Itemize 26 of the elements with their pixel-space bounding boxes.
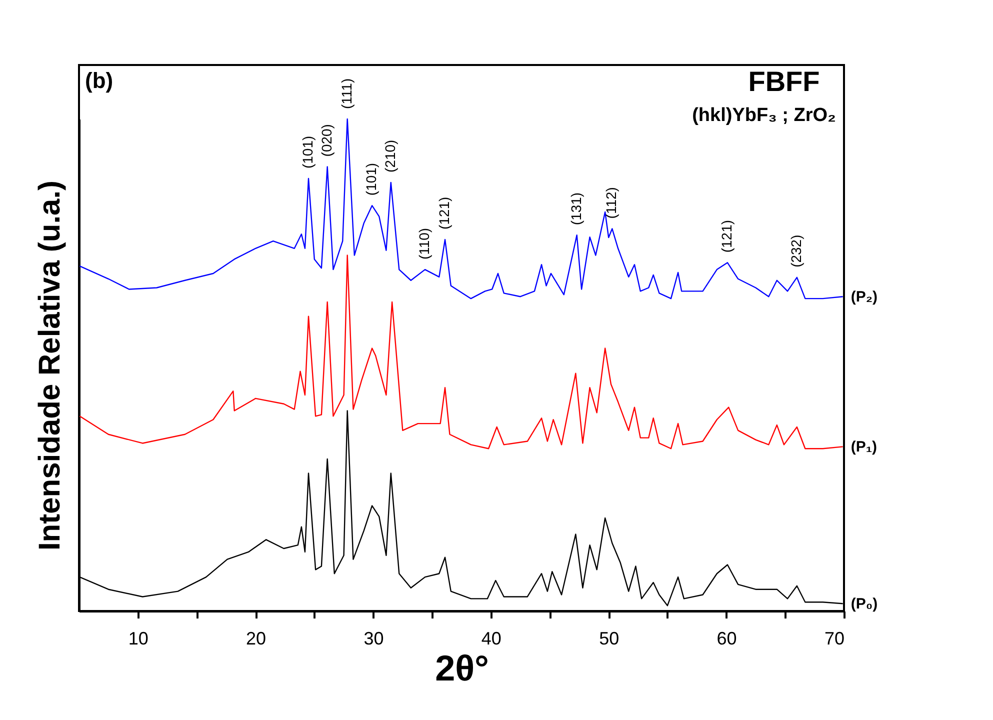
x-tick-label: 50 bbox=[599, 628, 620, 648]
annotation: (232) bbox=[788, 234, 804, 268]
series-label: (P₁) bbox=[850, 438, 878, 456]
y-axis-title: Intensidade Relativa (u.a.) bbox=[34, 180, 66, 551]
annotation: (112) bbox=[603, 187, 620, 219]
annotation: (110) bbox=[416, 228, 432, 260]
annotation: (121) bbox=[436, 196, 452, 230]
text: (b) bbox=[85, 68, 114, 93]
x-axis-title: 2θ° bbox=[435, 648, 489, 688]
annotation: (hkl)YbF₃ ; ZrO₂ bbox=[692, 105, 836, 126]
series-label: (P₀) bbox=[850, 596, 878, 613]
x-tick-label: 10 bbox=[128, 628, 148, 648]
x-tick-label: 60 bbox=[716, 628, 737, 648]
x-tick-label: 30 bbox=[364, 628, 384, 648]
text: FBFF bbox=[748, 66, 820, 97]
x-tick-label: 40 bbox=[481, 628, 502, 648]
annotation: (121) bbox=[718, 220, 734, 253]
series-label: (P₂) bbox=[850, 288, 878, 306]
annotation: (101) bbox=[300, 136, 316, 169]
annotation: (131) bbox=[568, 192, 584, 226]
x-tick-label: 20 bbox=[246, 628, 266, 648]
annotation: (101) bbox=[363, 162, 380, 196]
annotation: (210) bbox=[382, 140, 398, 172]
x-tick-label: 70 bbox=[824, 628, 844, 648]
annotation: (111) bbox=[338, 78, 354, 109]
annotation: (020) bbox=[318, 124, 334, 157]
